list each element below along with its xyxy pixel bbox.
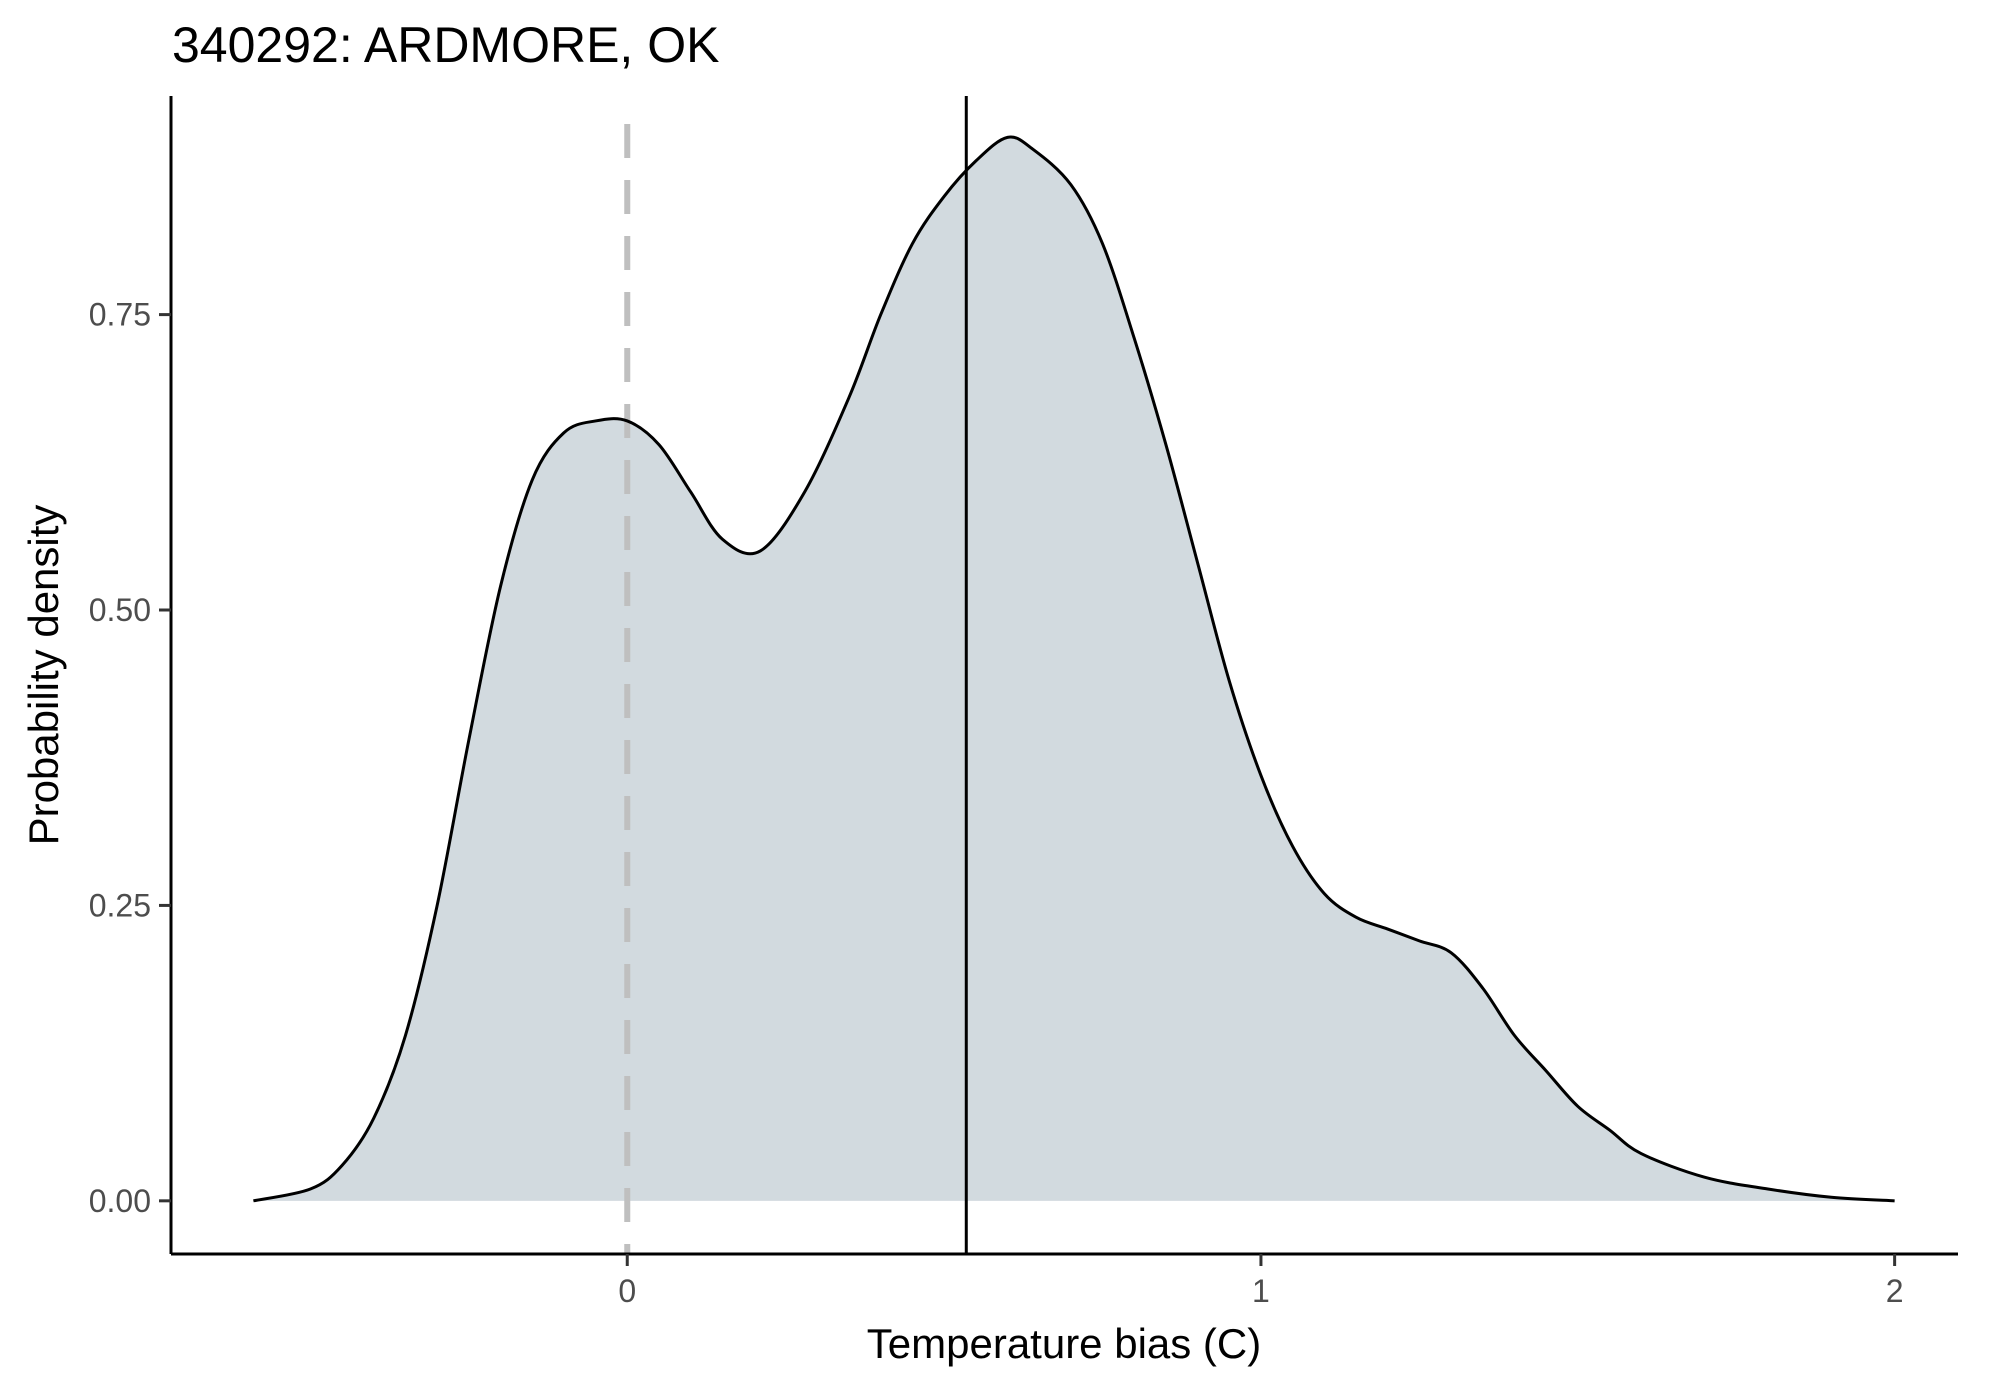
y-axis-ticks: 0.00 0.25 0.50 0.75: [89, 297, 171, 1219]
y-tick-label: 0.75: [89, 297, 151, 333]
x-tick-label: 1: [1252, 1273, 1270, 1309]
density-fill: [253, 136, 1895, 1201]
x-axis-ticks: 0 1 2: [618, 1254, 1904, 1309]
chart-title: 340292: ARDMORE, OK: [172, 17, 719, 73]
y-axis-title: Probability density: [20, 505, 67, 846]
x-tick-label: 2: [1886, 1273, 1904, 1309]
plot-area: [253, 96, 1895, 1254]
y-tick-label: 0.00: [89, 1183, 151, 1219]
density-curve: [253, 135, 1895, 1203]
x-axis-title: Temperature bias (C): [867, 1320, 1261, 1367]
y-tick-label: 0.25: [89, 887, 151, 923]
x-tick-label: 0: [618, 1273, 636, 1309]
y-tick-label: 0.50: [89, 592, 151, 628]
